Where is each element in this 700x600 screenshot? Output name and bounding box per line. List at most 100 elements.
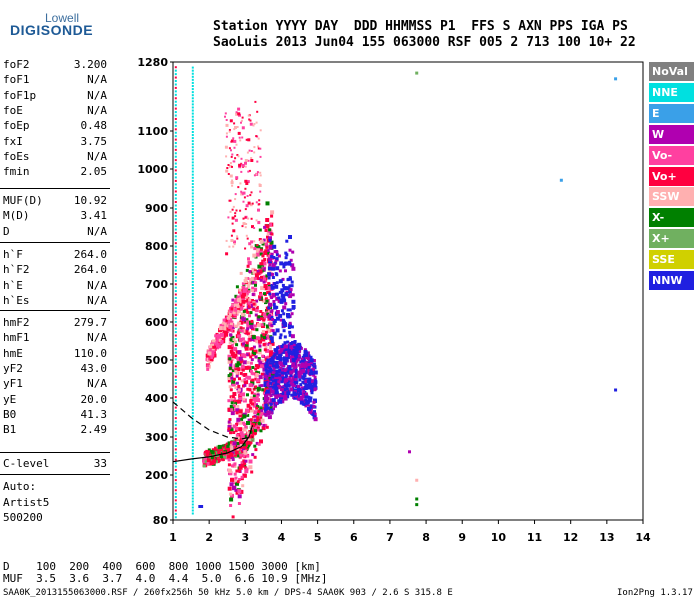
echo-point	[261, 267, 266, 272]
echo-point	[243, 378, 247, 382]
echo-point	[264, 357, 268, 361]
trace-point	[191, 223, 194, 226]
param-value: 279.7	[73, 316, 107, 329]
param-row: yE 20.0	[3, 393, 107, 407]
trace-point	[174, 221, 177, 224]
echo-point	[239, 431, 244, 436]
echo-point	[302, 377, 306, 381]
trace-point	[191, 259, 194, 262]
trace-point	[191, 479, 194, 482]
echo-point	[268, 362, 273, 367]
echo-point	[242, 473, 247, 478]
param-name: fmin	[3, 165, 30, 179]
echo-point	[227, 427, 231, 431]
x-tick-label: 11	[527, 531, 542, 544]
y-tick-label: 1000	[137, 163, 168, 176]
trace-point	[191, 323, 194, 326]
trace-point	[191, 290, 194, 293]
echo-point	[253, 123, 256, 125]
trace-point	[191, 170, 194, 173]
echo-point	[270, 324, 274, 327]
echo-point	[255, 121, 258, 124]
trace-point	[191, 158, 194, 161]
echo-point	[256, 244, 259, 247]
echo-point	[298, 389, 302, 393]
echo-point	[313, 387, 317, 391]
echo-point	[264, 249, 268, 253]
echo-point	[280, 380, 284, 384]
echo-point	[279, 318, 283, 322]
trace-point	[174, 413, 177, 416]
echo-point	[223, 326, 228, 331]
echo-point	[232, 441, 237, 446]
echo-point	[258, 344, 262, 348]
echo-point	[253, 414, 257, 418]
echo-point	[308, 405, 312, 409]
echo-point	[289, 342, 293, 345]
echo-point	[257, 245, 261, 249]
trace-point	[191, 124, 194, 127]
echo-point	[303, 373, 306, 377]
echo-point	[253, 402, 256, 406]
trace-point	[174, 389, 177, 392]
echo-point	[209, 351, 214, 356]
echo-point	[261, 359, 265, 363]
echo-point	[260, 372, 264, 376]
trace-point	[174, 448, 177, 451]
trace-point	[174, 266, 177, 269]
echo-point	[246, 264, 250, 268]
echo-point	[282, 312, 286, 316]
echo-point	[288, 330, 292, 334]
echo-point	[257, 145, 260, 148]
trace-point	[191, 353, 194, 356]
echo-point	[247, 375, 252, 380]
echo-point	[240, 190, 243, 193]
echo-point	[252, 431, 256, 435]
echo-point	[250, 319, 254, 323]
echo-point	[251, 267, 256, 272]
echo-point	[244, 346, 249, 351]
echo-point	[227, 216, 230, 219]
echo-point	[259, 171, 262, 174]
footer-version: Ion2Png 1.3.17	[617, 588, 693, 598]
param-value: 3.75	[80, 134, 108, 148]
param-name: h`F2	[3, 263, 30, 277]
trace-point	[191, 320, 194, 323]
echo-point	[236, 447, 240, 451]
trace-point	[191, 134, 194, 137]
echo-point	[281, 364, 285, 368]
echo-point	[239, 444, 243, 447]
echo-point	[289, 370, 294, 375]
legend-item-x-: X-	[649, 208, 694, 228]
trace-point	[191, 418, 194, 421]
echo-point	[259, 429, 263, 433]
echo-point	[277, 296, 281, 300]
echo-point	[238, 413, 243, 418]
echo-point	[267, 376, 272, 381]
echo-point	[261, 298, 266, 303]
trace-point	[174, 441, 177, 444]
echo-point	[254, 385, 258, 389]
echo-point	[270, 369, 274, 373]
trace-point	[174, 368, 177, 371]
echo-point	[257, 421, 261, 425]
param-value: N/A	[87, 103, 107, 117]
trace-point	[191, 91, 194, 94]
footer-file-info: SAA0K_2013155063000.RSF / 260fx256h 50 k…	[3, 588, 453, 598]
echo-point	[261, 388, 265, 392]
echo-point	[237, 399, 242, 404]
trace-point	[191, 81, 194, 84]
echo-point	[250, 371, 254, 375]
echo-point	[275, 351, 279, 355]
echo-point	[243, 462, 247, 466]
trace-point	[174, 197, 177, 200]
echo-point	[247, 353, 251, 357]
echo-point	[278, 269, 282, 273]
echo-point	[217, 450, 221, 454]
echo-point	[236, 154, 239, 156]
echo-point	[239, 209, 242, 212]
echo-point	[264, 407, 268, 411]
trace-point	[191, 198, 194, 201]
echo-point	[294, 346, 299, 351]
echo-point	[247, 418, 251, 422]
